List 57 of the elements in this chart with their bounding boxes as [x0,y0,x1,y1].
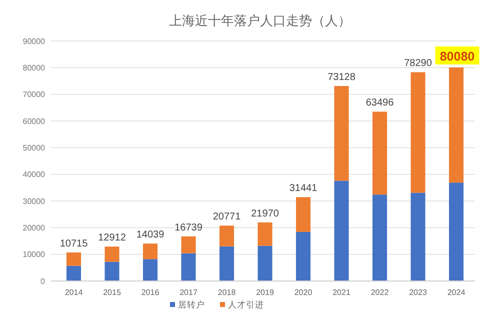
y-tick-label: 60000 [22,116,46,126]
bar [448,67,464,183]
total-label: 73128 [328,72,356,83]
bar [142,244,158,260]
y-tick-label: 40000 [22,170,46,180]
x-tick-label: 2022 [370,288,390,297]
bar [219,226,234,246]
bar [219,246,234,281]
bar [296,197,311,232]
bar [66,266,82,281]
bar [104,262,120,281]
y-tick-label: 0 [40,276,46,286]
x-tick-label: 2020 [294,288,313,297]
y-tick-label: 70000 [22,90,46,100]
bar [334,180,349,281]
bar [296,232,311,281]
total-label: 14039 [136,230,165,241]
y-tick-label: 80000 [22,63,46,72]
legend-label: 人才引进 [228,299,264,310]
x-tick-label: 2017 [180,288,198,297]
x-tick-label: 2021 [332,288,351,297]
total-label: 78290 [404,58,432,70]
total-label: 10715 [60,238,88,250]
bar [142,259,158,281]
chart-title: 上海近十年落户人口走势（人） [169,13,351,28]
total-label: 20771 [212,212,242,223]
total-label: 12912 [98,232,126,244]
total-label: 16739 [174,222,203,234]
x-tick-label: 2015 [103,288,122,297]
bar [104,246,120,262]
y-tick-label: 90000 [22,36,46,46]
bar [258,222,272,246]
bar [448,182,464,281]
bar [410,72,426,193]
total-label: 80080 [440,49,475,64]
x-tick-label: 2014 [64,288,84,297]
x-tick-label: 2018 [218,288,236,297]
x-tick-label: 2024 [447,288,466,297]
total-label: 21970 [251,208,280,220]
x-tick-label: 2023 [409,288,428,297]
y-tick-label: 10000 [22,250,46,260]
y-tick-label: 20000 [22,223,46,232]
bar [410,192,426,281]
total-label: 63496 [366,98,394,109]
bar [334,86,349,181]
bar [181,253,196,281]
bar [372,112,388,195]
bar [372,194,388,281]
legend-label: 居转户 [178,299,205,310]
total-label: 31441 [289,183,318,194]
bar [66,252,82,266]
y-tick-label: 50000 [22,143,46,152]
x-tick-label: 2019 [256,288,274,297]
bar [258,246,272,281]
x-tick-label: 2016 [141,288,160,297]
y-tick-label: 30000 [22,196,46,206]
bar [181,236,196,254]
